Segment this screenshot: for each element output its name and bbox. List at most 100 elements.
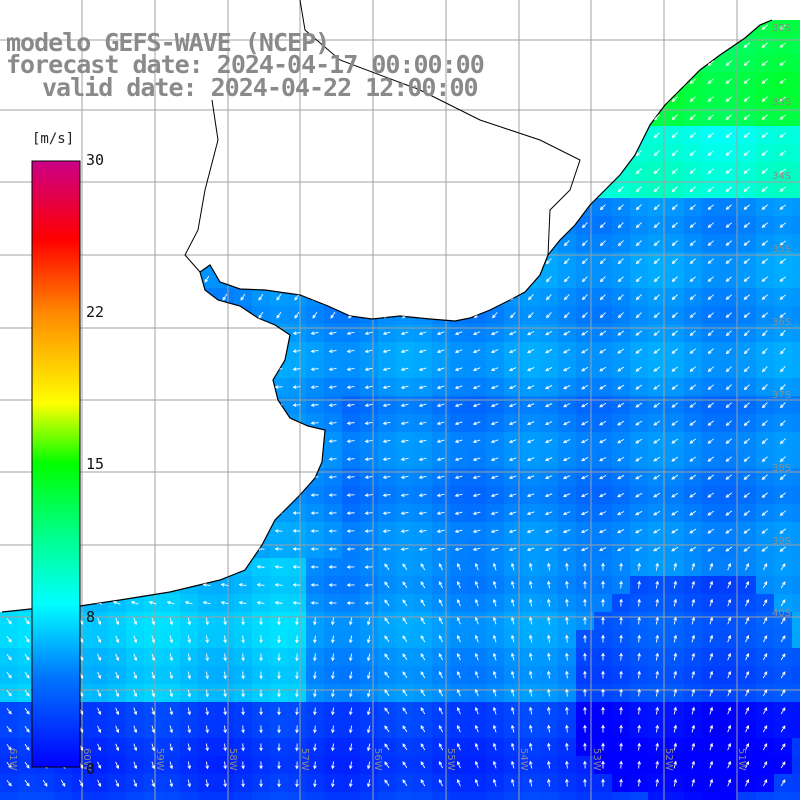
wind-arrow (581, 420, 589, 426)
field-cell (180, 792, 198, 800)
wind-arrow (169, 653, 174, 662)
wind-arrow (689, 312, 696, 318)
wind-arrow (382, 511, 391, 515)
wind-arrow (151, 617, 156, 626)
wind-arrow (456, 724, 461, 733)
wind-arrow (545, 385, 553, 390)
wind-arrow (151, 725, 156, 734)
wind-arrow (292, 403, 301, 407)
wind-arrow (655, 580, 659, 589)
wind-arrow (581, 330, 589, 336)
longitude-label: 56W (372, 748, 383, 771)
wind-arrow (671, 384, 679, 390)
wind-arrow (635, 258, 642, 265)
wind-arrow (617, 438, 625, 444)
wind-arrow (384, 707, 390, 715)
wind-arrow (761, 474, 768, 480)
wind-arrow (691, 562, 696, 571)
wind-arrow (438, 671, 444, 679)
wind-arrow (258, 311, 264, 319)
wind-arrow (277, 671, 281, 680)
wind-arrow (601, 562, 605, 571)
wind-arrow (725, 240, 732, 246)
wind-arrow (743, 60, 750, 66)
field-cell (702, 792, 720, 800)
wind-arrow (115, 671, 120, 680)
wind-arrow (474, 760, 479, 769)
wind-arrow (187, 689, 192, 698)
field-cell (792, 126, 800, 144)
longitude-label: 61W (7, 748, 18, 771)
wind-arrow (761, 528, 769, 534)
wind-arrow (310, 583, 319, 587)
wind-arrow (671, 132, 678, 138)
field-cell (612, 792, 630, 800)
wind-arrow (599, 258, 606, 265)
wind-arrow (364, 547, 373, 551)
wind-arrow (743, 492, 751, 498)
field-cell (126, 792, 144, 800)
field-cell (792, 594, 800, 612)
wind-arrow (745, 760, 750, 769)
wind-arrow (400, 493, 409, 497)
wind-arrow (6, 707, 12, 715)
wind-arrow (313, 707, 317, 716)
wind-arrow (527, 312, 534, 319)
wind-arrow (745, 634, 750, 643)
field-cell (342, 792, 360, 800)
wind-arrow (310, 385, 319, 389)
field-cell (792, 162, 800, 180)
wind-arrow (384, 653, 390, 661)
wind-arrow (24, 671, 30, 679)
wind-arrow (617, 547, 625, 552)
wind-arrow (655, 706, 659, 715)
wind-arrow (292, 601, 301, 605)
wind-arrow (780, 366, 786, 373)
wind-arrow (456, 580, 461, 589)
wind-arrow (544, 493, 553, 498)
wind-arrow (707, 240, 714, 246)
wind-arrow (133, 761, 138, 770)
wind-arrow (671, 276, 678, 282)
wind-arrow (619, 742, 623, 751)
wind-arrow (492, 724, 497, 733)
wind-arrow (655, 634, 659, 643)
field-cell (792, 378, 800, 396)
wind-arrow (436, 349, 445, 354)
wind-arrow (400, 475, 409, 479)
wind-arrow (653, 510, 661, 516)
wind-arrow (762, 653, 768, 661)
wind-arrow (259, 671, 263, 680)
wind-arrow (544, 475, 553, 480)
wind-arrow (619, 634, 623, 643)
wind-arrow (547, 580, 551, 589)
wind-arrow (274, 583, 283, 587)
wind-arrow (294, 311, 300, 319)
wind-arrow (223, 617, 227, 626)
wind-arrow (420, 707, 426, 715)
wind-arrow (472, 403, 481, 408)
wind-arrow (743, 438, 750, 444)
wind-arrow (545, 366, 553, 372)
wind-arrow (547, 562, 551, 571)
wind-arrow (635, 528, 643, 534)
field-cell (666, 792, 684, 800)
field-cell (288, 792, 306, 800)
field-cell (792, 324, 800, 342)
wind-arrow (762, 761, 768, 769)
wind-arrow (565, 616, 569, 625)
wind-arrow (780, 348, 786, 355)
wind-arrow (562, 511, 571, 516)
wind-arrow (384, 635, 390, 643)
wind-arrow (313, 779, 317, 788)
wind-arrow (97, 689, 102, 698)
wind-arrow (474, 778, 479, 787)
wind-arrow (490, 439, 499, 444)
wind-arrow (565, 706, 569, 715)
wind-arrow (780, 599, 786, 607)
wind-arrow (580, 529, 589, 534)
wind-arrow (97, 653, 102, 662)
wind-arrow (133, 689, 138, 698)
wind-arrow (725, 456, 732, 462)
wind-arrow (725, 528, 733, 534)
